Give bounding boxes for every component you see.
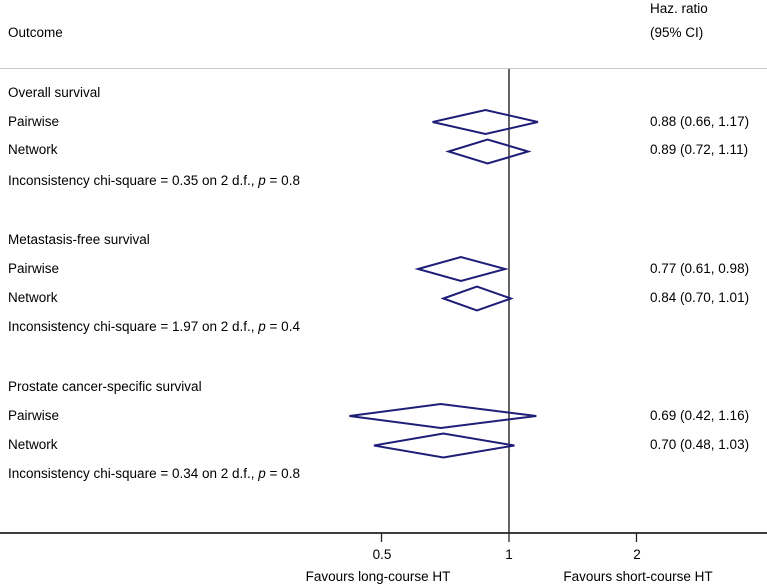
note-prostate-text: Inconsistency chi-square = 0.34 on 2 d.f… <box>8 466 259 481</box>
note-overall-text: Inconsistency chi-square = 0.35 on 2 d.f… <box>8 173 259 188</box>
column-header-outcome: Outcome <box>8 25 63 40</box>
row-label-metastasis-pairwise: Pairwise <box>8 261 60 276</box>
axis-footer-favours-short-course: Favours short-course HT <box>563 569 713 584</box>
axis-footer-favours-long-course: Favours long-course HT <box>305 569 451 584</box>
note-prostate-p: p <box>258 466 266 481</box>
hr-value-overall-network: 0.89 (0.72, 1.11) <box>650 142 749 157</box>
diamond-metastasis-pairwise <box>414 255 510 283</box>
note-overall: Inconsistency chi-square = 0.35 on 2 d.f… <box>8 173 300 189</box>
hr-value-prostate-network: 0.70 (0.48, 1.03) <box>650 437 750 452</box>
axis-tick-label-1: 1 <box>505 547 513 562</box>
note-overall-value: = 0.8 <box>265 173 300 188</box>
group-title-metastasis-free-survival: Metastasis-free survival <box>8 232 150 247</box>
note-metastasis-text: Inconsistency chi-square = 1.97 on 2 d.f… <box>8 319 259 334</box>
diamond-overall-network <box>445 138 532 165</box>
row-label-metastasis-network: Network <box>8 290 58 305</box>
note-metastasis-value: = 0.4 <box>265 319 300 334</box>
row-label-prostate-network: Network <box>8 437 58 452</box>
axis-tick-label-0-5: 0.5 <box>372 547 392 562</box>
hr-value-overall-pairwise: 0.88 (0.66, 1.17) <box>650 114 750 129</box>
note-metastasis: Inconsistency chi-square = 1.97 on 2 d.f… <box>8 319 300 335</box>
note-prostate: Inconsistency chi-square = 0.34 on 2 d.f… <box>8 466 300 482</box>
note-overall-p: p <box>258 173 266 188</box>
axis-tick-label-2: 2 <box>633 547 641 562</box>
row-label-overall-pairwise: Pairwise <box>8 114 60 129</box>
note-prostate-value: = 0.8 <box>265 466 300 481</box>
hr-value-metastasis-network: 0.84 (0.70, 1.01) <box>650 290 750 305</box>
group-title-overall-survival: Overall survival <box>8 85 101 100</box>
row-label-prostate-pairwise: Pairwise <box>8 408 60 423</box>
column-header-ci: (95% CI) <box>650 25 704 40</box>
diamond-prostate-pairwise <box>349 402 537 430</box>
diamond-metastasis-network <box>440 285 514 312</box>
diamond-overall-pairwise <box>432 108 539 136</box>
column-header-hazard-ratio: Haz. ratio <box>650 1 708 16</box>
hr-value-metastasis-pairwise: 0.77 (0.61, 0.98) <box>650 261 750 276</box>
hr-value-prostate-pairwise: 0.69 (0.42, 1.16) <box>650 408 750 423</box>
row-label-overall-network: Network <box>8 142 58 157</box>
note-metastasis-p: p <box>258 319 266 334</box>
group-title-prostate-cancer-specific-survival: Prostate cancer-specific survival <box>8 379 202 394</box>
diamond-prostate-network <box>373 432 515 459</box>
